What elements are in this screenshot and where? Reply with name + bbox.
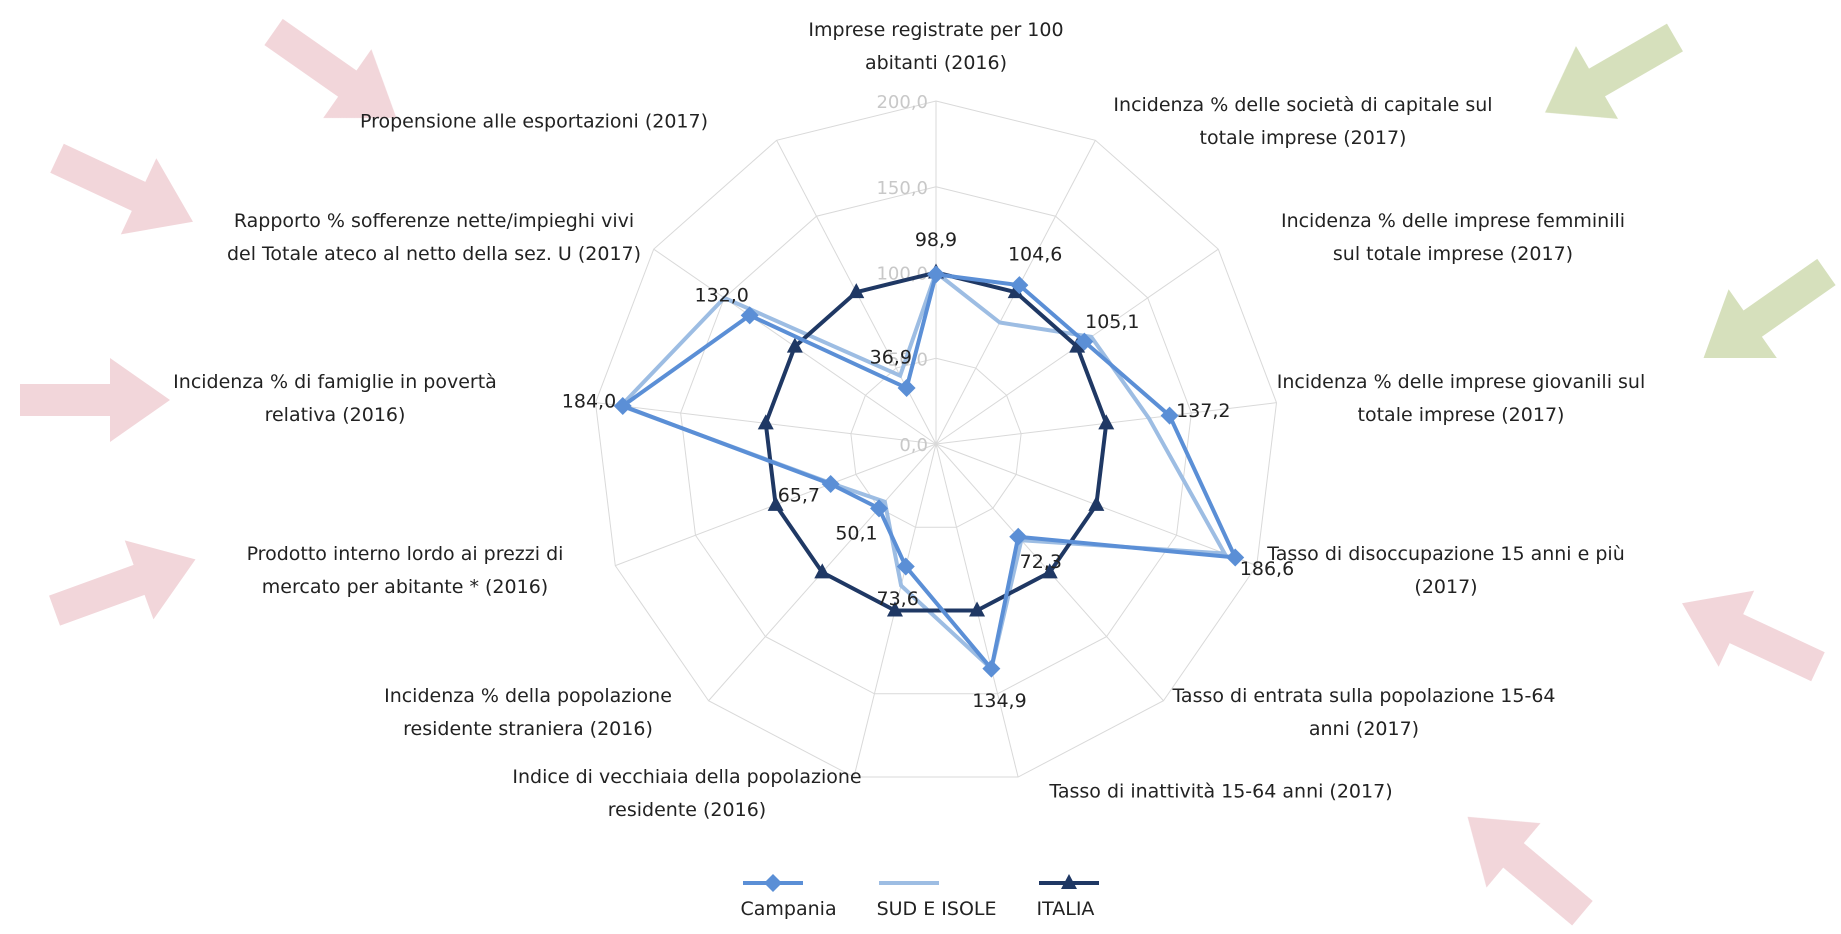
diamond-marker: [1075, 332, 1094, 351]
arrow-decoration: [1664, 565, 1836, 705]
diamond-marker: [897, 378, 916, 397]
triangle-marker: [1069, 337, 1086, 353]
diamond-marker: [982, 659, 1001, 678]
data-label: 73,6: [876, 588, 918, 610]
grid-ring: [594, 100, 1278, 778]
triangle-marker: [1088, 495, 1105, 511]
arrow-decoration: [40, 519, 210, 651]
legend-swatch: [1038, 874, 1099, 889]
tick-label: 50,0: [888, 349, 928, 370]
legend-item: Campania: [741, 873, 837, 920]
series: [617, 269, 1229, 673]
legend-item: ITALIA: [1037, 873, 1101, 920]
category-label: Prodotto interno lordo ai prezzi di merc…: [246, 543, 564, 598]
diamond-marker: [896, 557, 915, 576]
arrow-decoration: [1679, 237, 1841, 393]
legend-label: Campania: [740, 898, 837, 920]
triangle-marker: [886, 601, 903, 617]
data-label: 65,7: [778, 485, 820, 507]
grid-ring: [680, 186, 1192, 695]
data-label: 137,2: [1176, 400, 1230, 422]
category-label: Tasso di inattività 15-64 anni (2017): [1049, 780, 1393, 803]
legend-label: ITALIA: [1036, 898, 1095, 920]
arrow-decoration: [39, 120, 211, 260]
category-label: Tasso di entrata sulla popolazione 15-64…: [1172, 685, 1556, 740]
data-label: 98,9: [915, 229, 957, 251]
diamond-marker: [1010, 276, 1029, 295]
legend-marker: [763, 874, 782, 892]
series-line: [617, 269, 1229, 673]
triangle-marker: [786, 337, 803, 353]
diamond-marker: [1226, 548, 1245, 567]
category-label: Tasso di disoccupazione 15 anni e più (2…: [1267, 543, 1625, 598]
diamond-marker: [927, 265, 945, 284]
legend-marker: [1060, 874, 1077, 889]
series: 98,9 104,6 105,1 137,2 186,6 72,3 134,9 73,6 50,…: [562, 229, 1294, 712]
arrow-decoration: [1524, 1, 1696, 149]
triangle-marker: [767, 495, 784, 511]
data-label: 105,1: [1085, 311, 1139, 333]
tick-label: 0,0: [899, 435, 928, 456]
series-line: [618, 272, 1239, 674]
category-label: Incidenza % della popolazione residente …: [384, 685, 672, 740]
data-label: 132,0: [695, 285, 749, 307]
diamond-marker: [740, 306, 759, 325]
diamond-marker: [1009, 527, 1028, 546]
category-label: Propensione alle esportazioni (2017): [359, 110, 709, 133]
legend-swatch: [742, 874, 803, 892]
category-label: Incidenza % di famiglie in povertà relat…: [173, 371, 497, 426]
triangle-marker: [814, 563, 831, 579]
category-label: Rapporto % sofferenze nette/impieghi viv…: [226, 210, 642, 265]
data-label: 36,9: [870, 346, 912, 368]
triangle-marker: [969, 601, 986, 617]
legend-item: SUD E ISOLE: [877, 873, 997, 920]
data-label: 186,6: [1240, 558, 1294, 580]
category-label: Incidenza % delle imprese giovanili sul …: [1276, 371, 1646, 426]
triangle-marker: [1007, 283, 1024, 299]
triangle-marker: [1098, 414, 1115, 430]
grid-ring: [850, 357, 1022, 528]
data-label: 104,6: [1008, 244, 1062, 266]
tick-label: 200,0: [876, 92, 928, 113]
data-label: 184,0: [562, 390, 616, 412]
series-line: [763, 270, 1109, 613]
legend-swatch: [878, 881, 939, 885]
triangle-marker: [1041, 563, 1058, 579]
tick-label: 150,0: [876, 178, 928, 199]
category-label: Imprese registrate per 100 abitanti (201…: [808, 19, 1064, 74]
data-label: 134,9: [972, 690, 1026, 712]
data-label: 72,3: [1020, 551, 1062, 573]
category-label: Indice di vecchiaia della popolazione re…: [512, 766, 862, 821]
category-label: Incidenza % delle società di capitale su…: [1113, 94, 1493, 149]
triangle-marker: [848, 283, 865, 299]
legend: Campania SUD E ISOLE ITALIA: [0, 873, 1841, 920]
data-label: 50,1: [835, 522, 877, 544]
diamond-marker: [1160, 406, 1179, 425]
diamond-marker: [613, 396, 632, 415]
category-label: Incidenza % delle imprese femminili sul …: [1280, 210, 1626, 265]
legend-label: SUD E ISOLE: [876, 898, 997, 920]
diamond-marker: [870, 499, 889, 518]
diamond-marker: [821, 474, 840, 493]
triangle-marker: [757, 414, 774, 430]
